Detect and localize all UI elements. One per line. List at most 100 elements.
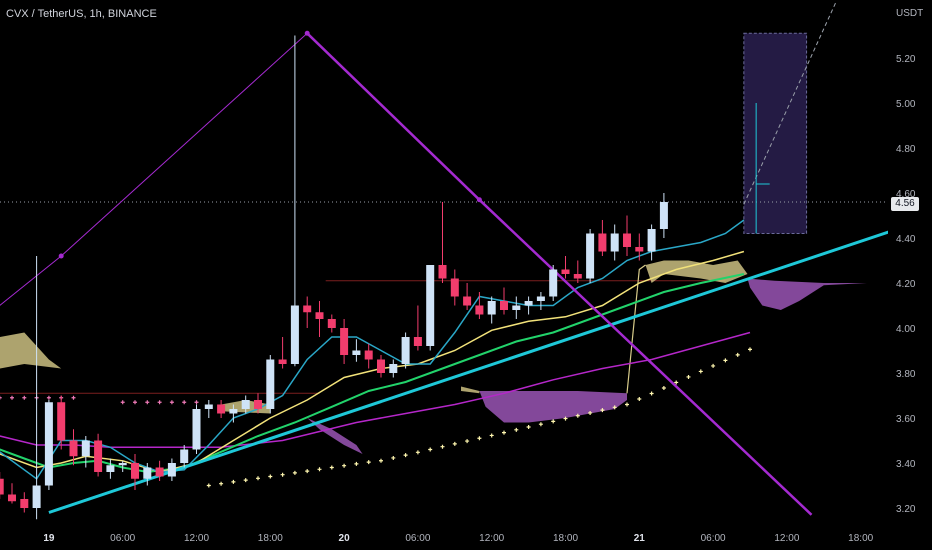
candle-body: [401, 337, 410, 364]
candle-body: [229, 409, 238, 414]
psar-dot: [440, 444, 445, 449]
cloud-bear-mid: [307, 418, 363, 454]
candle-body: [610, 233, 619, 252]
cloud-bull-left: [0, 332, 62, 369]
candle-body: [0, 478, 4, 495]
psar-dot: [133, 400, 137, 405]
psar-dot: [748, 347, 752, 352]
psar-dot: [588, 410, 593, 415]
candle-body: [290, 305, 299, 364]
x-tick-label: 20: [339, 533, 351, 544]
y-tick-label: 4.20: [896, 279, 916, 290]
candle-body: [500, 301, 508, 310]
candle-body: [131, 463, 139, 479]
psar-dot: [0, 395, 2, 400]
y-tick-label: 4.80: [896, 144, 916, 155]
psar-dot: [428, 447, 433, 452]
psar-dot: [698, 369, 703, 374]
cloud-edge: [626, 264, 646, 394]
candle-body: [647, 229, 656, 252]
psar-dot: [575, 413, 580, 418]
psar-dot: [674, 380, 679, 385]
candle-body: [377, 359, 385, 373]
x-tick-label: 12:00: [184, 533, 209, 544]
psar-dot: [120, 400, 125, 405]
candle-body: [340, 328, 349, 355]
chart-title: CVX / TetherUS, 1h, BINANCE: [6, 8, 157, 20]
psar-dot: [514, 427, 519, 432]
psar-dot: [502, 430, 506, 435]
candle-body: [81, 440, 90, 457]
psar-dot: [280, 472, 285, 477]
x-tick-label: 06:00: [701, 533, 726, 544]
y-tick-label: 3.80: [896, 369, 916, 380]
psar-dot: [465, 439, 470, 444]
candle-body: [573, 274, 582, 279]
y-tick-label: 3.40: [896, 459, 916, 470]
psar-dot: [723, 358, 728, 363]
candle-body: [536, 296, 545, 301]
psar-dot: [305, 469, 310, 474]
psar-dot: [268, 474, 273, 479]
candle-body: [450, 278, 459, 297]
psar-dot: [735, 352, 740, 357]
zigzag-pivot-1: [304, 30, 310, 36]
candle-body: [44, 402, 53, 486]
candle-body: [549, 269, 558, 297]
candle-body: [155, 467, 164, 477]
x-tick-label: 06:00: [110, 533, 135, 544]
psar-dot: [625, 402, 629, 407]
candle-body: [512, 305, 521, 310]
zigzag-pivot-2: [476, 197, 482, 203]
candle-body: [389, 364, 398, 373]
x-tick-label: 21: [634, 533, 646, 544]
psar-dot: [661, 385, 666, 390]
y-tick-label: 4.00: [896, 324, 916, 335]
rising-trendline: [48, 230, 888, 514]
psar-dot: [391, 455, 396, 460]
candle-body: [303, 305, 312, 313]
psar-dot: [256, 476, 260, 481]
candle-body: [561, 269, 570, 274]
psar-dot: [637, 396, 642, 401]
x-tick-label: 18:00: [848, 533, 873, 544]
projection-dashed-line: [743, 1, 837, 205]
cloud-bull-right: [645, 260, 748, 283]
candle-body: [364, 350, 373, 360]
candle-body: [659, 202, 668, 229]
plot-area: [0, 1, 888, 520]
candle-body: [327, 319, 336, 328]
candle-body: [69, 440, 78, 457]
candle-body: [352, 350, 361, 355]
psar-dot: [366, 460, 371, 465]
psar-dot: [526, 425, 531, 429]
candle-body: [598, 233, 607, 252]
x-tick-label: 12:00: [479, 533, 504, 544]
psar-dot: [219, 481, 224, 486]
psar-dot: [354, 461, 359, 466]
candle-body: [143, 467, 152, 479]
psar-dot: [452, 441, 457, 446]
candle-body: [438, 265, 447, 279]
psar-dot: [342, 463, 347, 468]
psar-dot: [157, 400, 162, 405]
candle-body: [106, 465, 115, 472]
candle-body: [426, 265, 435, 346]
ema-green-line: [0, 273, 745, 474]
candle-body: [315, 312, 324, 319]
candle-body: [266, 359, 275, 409]
psar-dot: [477, 436, 482, 441]
cloud-bear-right: [747, 278, 867, 310]
candle-body: [475, 305, 484, 315]
x-tick-label: 12:00: [774, 533, 799, 544]
candle-body: [204, 404, 213, 409]
candle-body: [192, 409, 201, 450]
candle-body: [635, 247, 644, 252]
psar-dot: [169, 400, 174, 405]
psar-dot: [379, 458, 383, 463]
cloud-bear-center: [479, 391, 627, 423]
psar-dot: [292, 470, 297, 475]
y-tick-label: 3.60: [896, 414, 916, 425]
psar-dot: [711, 363, 716, 368]
